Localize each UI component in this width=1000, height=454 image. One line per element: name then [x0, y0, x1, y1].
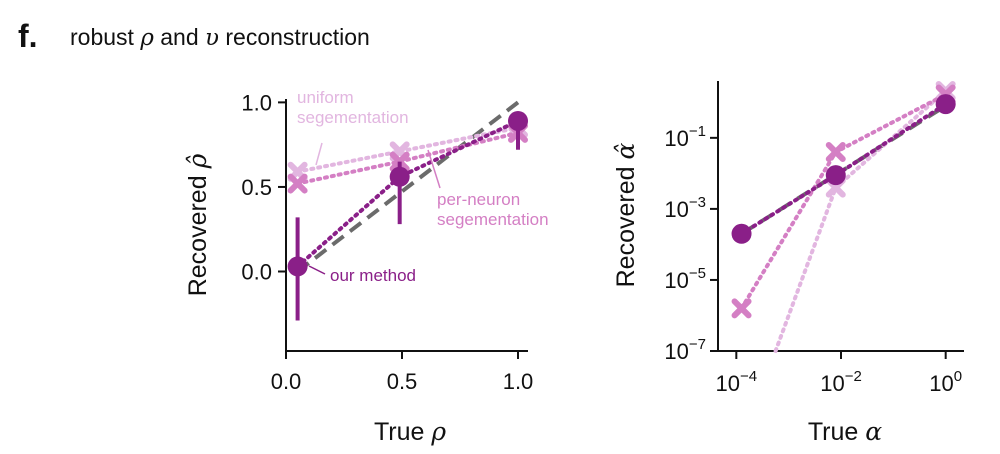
alpha-ytick-label: 10−1 [664, 123, 706, 151]
rho-y-label-symbol: ρ̂ [183, 153, 212, 169]
panel-title: robust ρ and υ reconstruction [70, 24, 370, 51]
alpha-uniform-line [773, 88, 948, 353]
alpha-xtick-exponent: −4 [740, 368, 757, 385]
rho-y-label: Recovered ρ̂ [183, 153, 212, 296]
title-pre: robust [70, 24, 141, 50]
rho-identity-line [296, 100, 520, 274]
per-neuron-annotation-line2: segementation [437, 210, 549, 229]
title-upsilon: υ [205, 25, 219, 51]
per-neuron-annotation-line1: per-neuron [437, 190, 520, 209]
alpha-ytick-exponent: −5 [689, 265, 706, 282]
ours-annotation-leader [308, 265, 326, 275]
title-post: reconstruction [219, 24, 370, 50]
alpha-ytick-exponent: −3 [689, 194, 706, 211]
rho-ours-marker [389, 166, 410, 187]
alpha-ytick-label: 10−3 [664, 194, 706, 222]
alpha-xtick-label: 10−4 [716, 368, 758, 396]
rho-uniform-line [295, 125, 520, 174]
alpha-xtick-exponent: −2 [845, 368, 862, 385]
rho-ytick-label: 0.0 [241, 260, 272, 285]
alpha-x-label-symbol: α [865, 417, 882, 446]
rho-xtick-label: 0.0 [271, 369, 302, 394]
alpha-ours-marker [731, 223, 752, 244]
rho-x-label-symbol: ρ [430, 417, 446, 446]
rho-ytick-label: 1.0 [241, 90, 272, 115]
rho-xtick-label: 1.0 [503, 369, 534, 394]
alpha-ytick-label: 10−5 [664, 265, 706, 293]
alpha-per_neuron-marker [731, 298, 752, 319]
ours-annotation-line1: our method [330, 266, 416, 285]
uniform-annotation-line2: segementation [297, 108, 409, 127]
alpha-y-label: Recovered α̂ [611, 143, 640, 288]
alpha-per_neuron-marker-b [731, 298, 752, 319]
title-mid: and [153, 24, 206, 50]
alpha-per_neuron-marker [825, 142, 846, 163]
panel-letter: f. [18, 18, 38, 54]
rho-ours-marker [508, 110, 528, 131]
alpha-xtick-exponent: 0 [954, 368, 962, 385]
alpha-ytick-exponent: −1 [689, 123, 706, 140]
alpha-per_neuron-marker-b [825, 142, 846, 163]
uniform-annotation-line1: uniform [297, 88, 354, 107]
alpha-x-label: True α [808, 417, 882, 446]
alpha-ours-marker [825, 165, 846, 186]
uniform-annotation-leader [315, 142, 323, 166]
alpha-y-label-symbol: α̂ [611, 143, 640, 160]
rho-per_neuron-marker [287, 173, 308, 194]
rho-x-label: True ρ [374, 417, 446, 446]
alpha-ours-marker [935, 94, 956, 115]
title-rho: ρ [140, 25, 154, 51]
rho-ours-marker [287, 256, 308, 277]
per-neuron-annotation-leader [427, 149, 441, 189]
alpha-ytick-exponent: −7 [689, 336, 706, 353]
rho-ytick-label: 0.5 [241, 175, 272, 200]
rho-per_neuron-marker-b [287, 173, 308, 194]
alpha-xtick-label: 10−2 [820, 368, 862, 396]
rho-xtick-label: 0.5 [387, 369, 418, 394]
alpha-ytick-label: 10−7 [664, 336, 706, 364]
alpha-xtick-label: 100 [929, 368, 962, 396]
alpha-ours-line [739, 102, 948, 236]
